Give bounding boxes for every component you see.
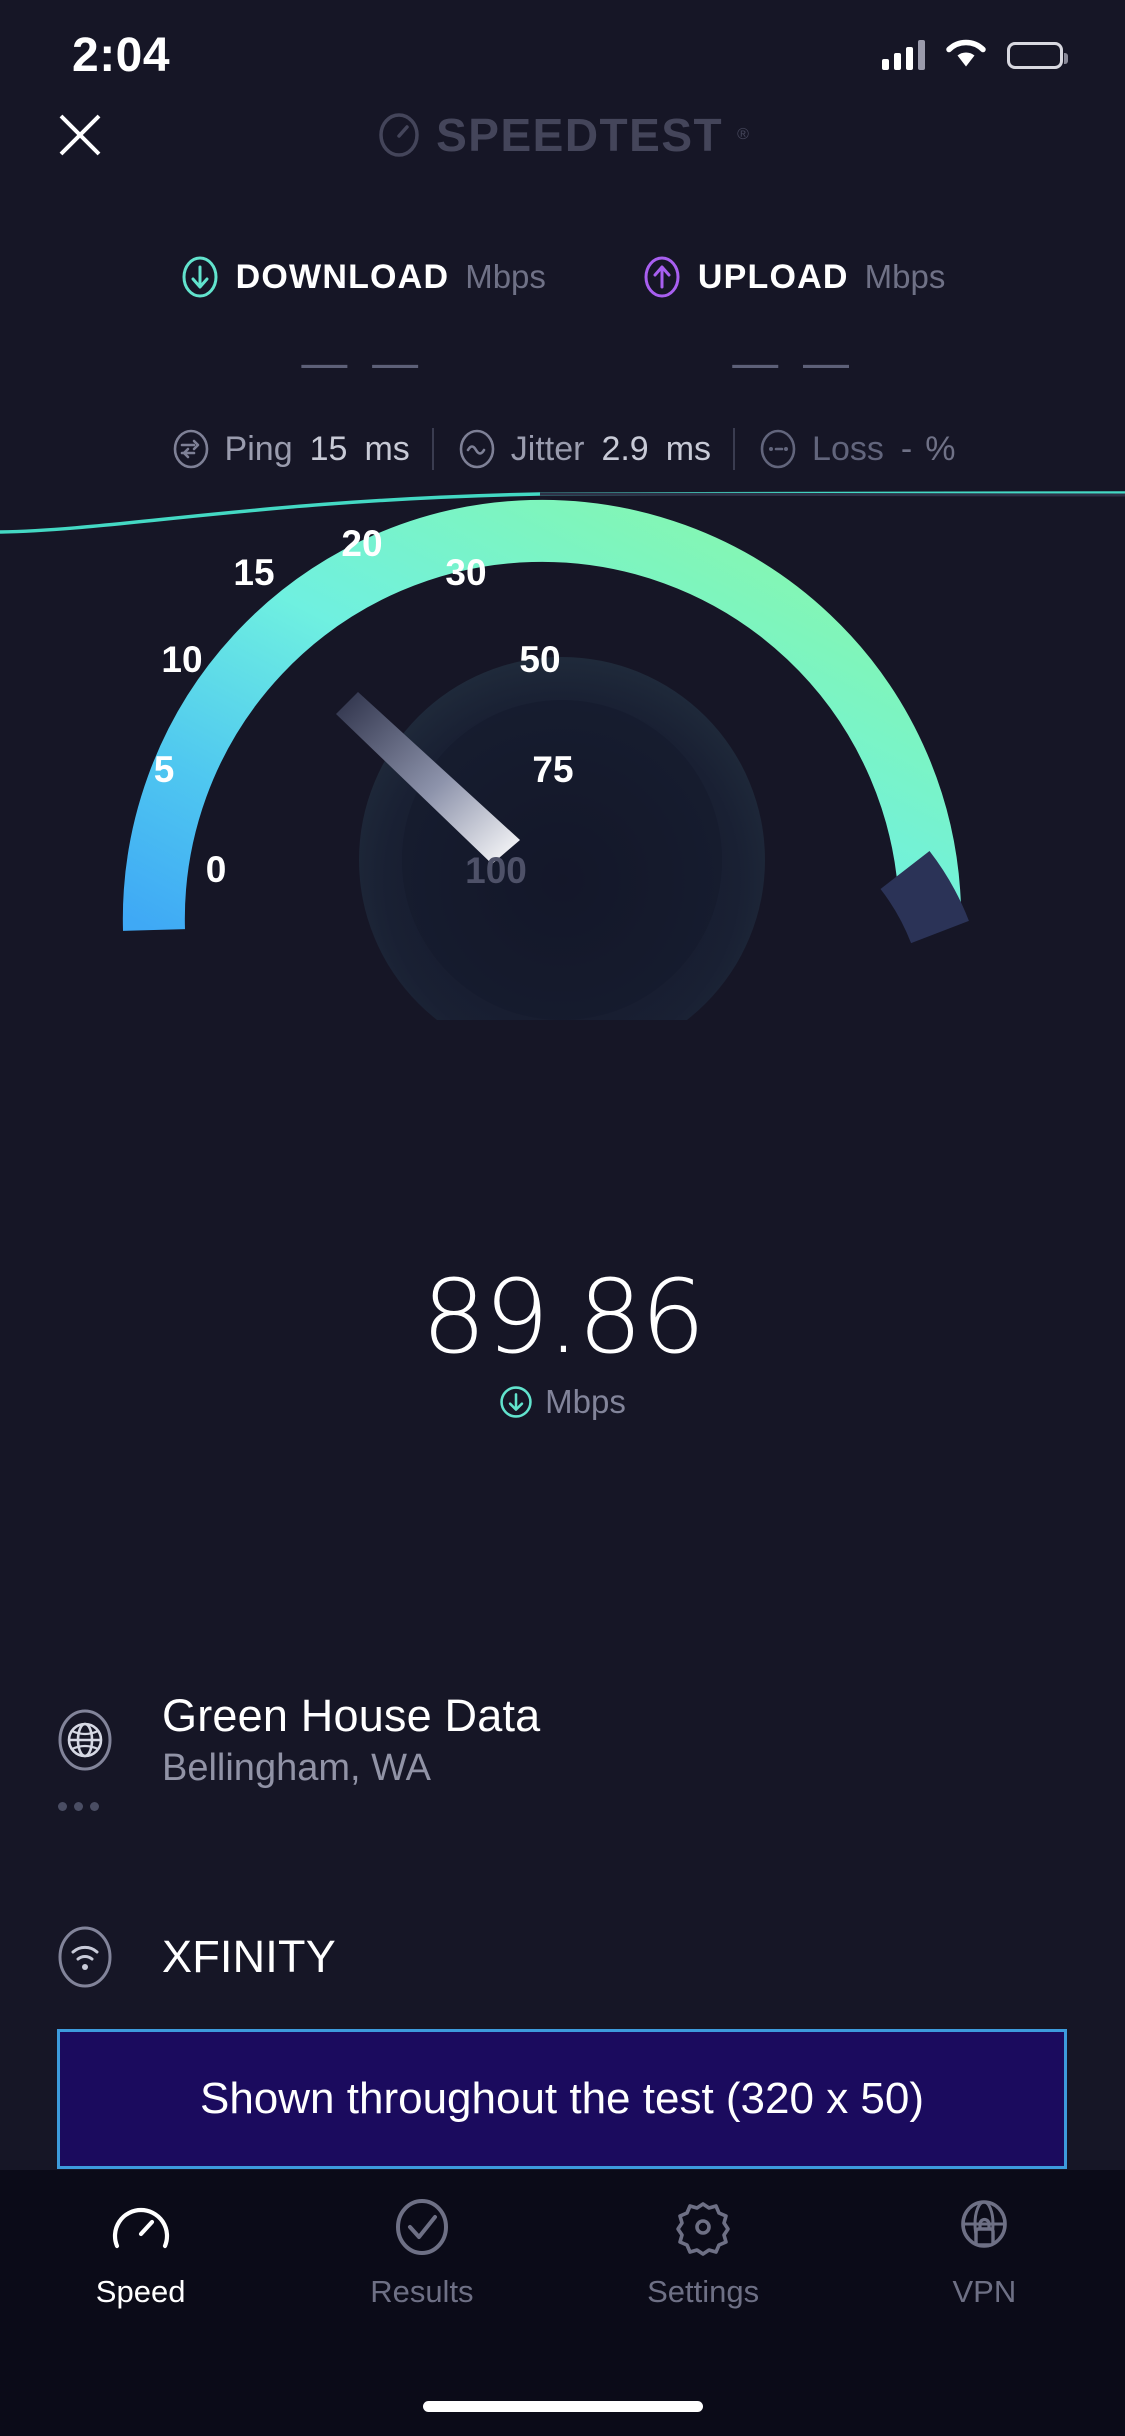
ping-icon	[173, 429, 208, 469]
loss-value: -	[900, 429, 913, 468]
tab-settings-label: Settings	[647, 2274, 760, 2309]
connection-stats-row: Ping 15 ms Jitter 2.9 ms Loss - %	[0, 428, 1125, 470]
gauge-tick-75: 75	[532, 749, 574, 790]
status-bar: 2:04	[0, 0, 1125, 110]
ad-banner-text: Shown throughout the test (320 x 50)	[199, 2074, 925, 2123]
more-dots-icon[interactable]	[58, 1802, 1125, 1811]
tab-results-label: Results	[370, 2274, 474, 2309]
tab-vpn[interactable]: VPN	[844, 2196, 1125, 2310]
gauge-tick-20: 20	[341, 523, 383, 564]
download-unit: Mbps	[465, 258, 546, 295]
gauge-tick-5: 5	[153, 749, 175, 790]
jitter-icon	[459, 429, 495, 469]
download-arrow-icon	[182, 256, 218, 298]
globe-icon	[48, 1703, 122, 1777]
stat-divider	[733, 428, 736, 470]
current-speed-unit: Mbps	[545, 1383, 626, 1420]
status-bar-time: 2:04	[72, 28, 171, 82]
jitter-unit: ms	[665, 429, 712, 468]
isp-block[interactable]: XFINITY	[0, 1920, 1125, 1994]
ping-stat: Ping 15 ms	[148, 428, 432, 470]
gear-icon	[676, 2202, 730, 2256]
gauge-tick-10: 10	[161, 639, 203, 680]
cellular-signal-icon	[882, 40, 925, 70]
jitter-label: Jitter	[510, 429, 585, 468]
server-location: Bellingham, WA	[162, 1747, 431, 1789]
vpn-globe-lock-icon	[961, 2200, 1008, 2248]
jitter-value: 2.9	[601, 429, 649, 468]
loss-label: Loss	[812, 429, 884, 468]
upload-arrow-icon	[644, 256, 680, 298]
gauge-tick-15: 15	[233, 552, 275, 593]
speedtest-logo-icon	[379, 113, 419, 157]
download-label: DOWNLOAD	[235, 257, 450, 296]
loss-icon	[760, 429, 796, 469]
ping-unit: ms	[364, 429, 410, 468]
home-indicator	[422, 2401, 703, 2412]
server-name: Green House Data	[162, 1690, 541, 1741]
tab-results[interactable]: Results	[281, 2196, 562, 2310]
download-value: — —	[301, 336, 425, 388]
close-button[interactable]	[40, 95, 120, 175]
speed-gauge: 0 5 10 15 20 30 50 75 100	[0, 440, 1125, 1020]
tab-speed[interactable]: Speed	[0, 2196, 281, 2310]
download-arrow-icon	[500, 1386, 532, 1418]
ping-value: 15	[309, 429, 348, 468]
server-row[interactable]: Green House Data Bellingham, WA	[0, 1690, 1125, 1790]
upload-unit: Mbps	[864, 258, 946, 295]
gauge-tick-100: 100	[465, 850, 527, 891]
jitter-stat: Jitter 2.9 ms	[434, 428, 733, 470]
close-icon	[59, 114, 101, 156]
wifi-circle-icon	[48, 1920, 122, 1994]
upload-label: UPLOAD	[697, 257, 849, 296]
isp-name: XFINITY	[162, 1931, 336, 1982]
tab-speed-label: Speed	[95, 2274, 186, 2309]
stat-divider	[431, 428, 434, 470]
loss-unit: %	[925, 429, 956, 468]
status-bar-indicators	[882, 37, 1068, 73]
battery-icon	[1007, 41, 1068, 69]
ping-label: Ping	[224, 429, 293, 468]
speedometer-icon	[112, 2207, 169, 2249]
upload-metric: UPLOAD Mbps — —	[642, 255, 945, 389]
wifi-icon	[945, 37, 987, 73]
throughput-sparkline	[0, 491, 1125, 534]
tab-vpn-label: VPN	[952, 2274, 1017, 2309]
check-circle-icon	[395, 2199, 448, 2255]
upload-value: — —	[732, 336, 856, 388]
ad-banner[interactable]: Shown throughout the test (320 x 50)	[57, 2029, 1067, 2169]
gauge-tick-50: 50	[519, 639, 561, 680]
brand-logo: SPEEDTEST ®	[376, 108, 749, 162]
brand-trademark: ®	[737, 126, 749, 143]
server-block[interactable]: Green House Data Bellingham, WA	[0, 1690, 1125, 1811]
speed-readout: 89.86 Mbps	[0, 1258, 1125, 1421]
loss-stat: Loss - %	[735, 428, 977, 470]
download-metric: DOWNLOAD Mbps — —	[180, 255, 546, 389]
tab-settings[interactable]: Settings	[563, 2196, 844, 2310]
isp-row[interactable]: XFINITY	[0, 1920, 1125, 1994]
bottom-tab-bar: Speed Results Settings VPN	[0, 2170, 1125, 2436]
app-header: SPEEDTEST ®	[0, 95, 1125, 175]
current-speed-value: 89.86	[421, 1258, 705, 1377]
gauge-arc	[122, 499, 969, 1020]
gauge-tick-0: 0	[205, 849, 227, 890]
speed-metrics-row: DOWNLOAD Mbps — — UPLOAD Mbps — —	[0, 255, 1125, 389]
brand-title: SPEEDTEST	[436, 109, 724, 161]
gauge-tick-30: 30	[445, 552, 487, 593]
